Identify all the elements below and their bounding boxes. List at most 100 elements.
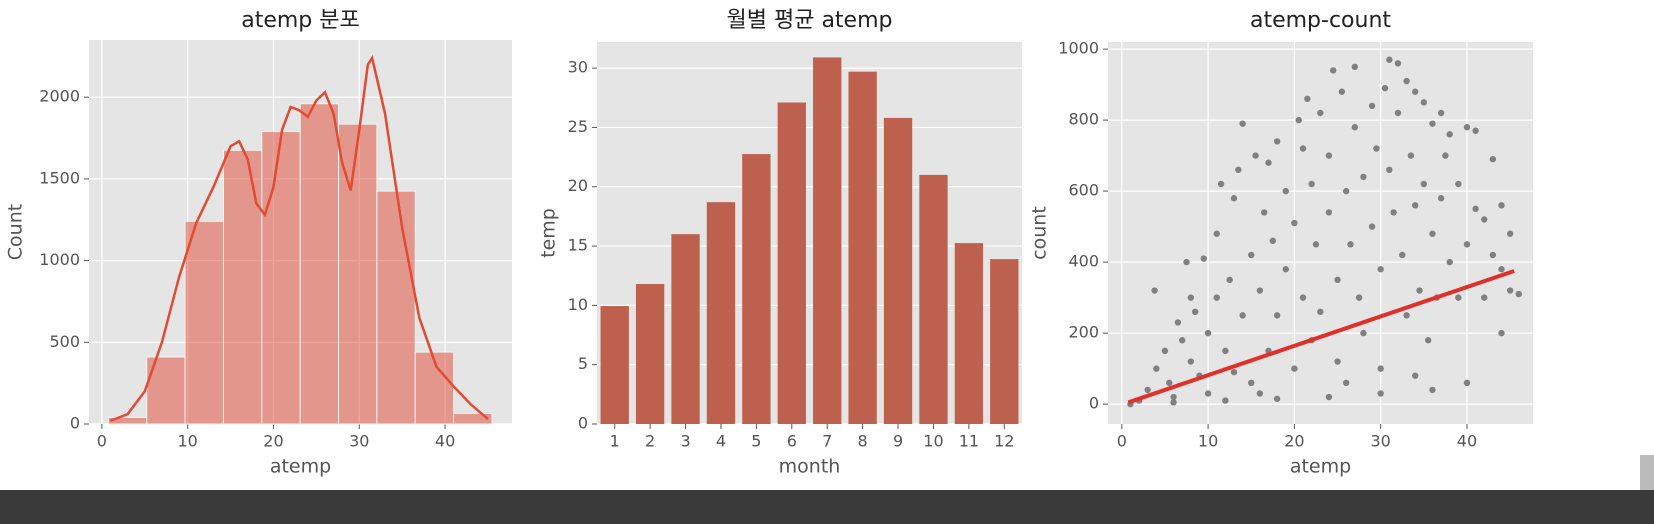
scatter-point [1248, 251, 1255, 259]
scatter-point [1412, 372, 1419, 379]
scatter-point [1166, 379, 1173, 387]
bar [990, 259, 1019, 424]
y-tick-label: 0 [70, 414, 80, 433]
scatter-point [1213, 294, 1220, 301]
plot-area [597, 42, 1022, 424]
histogram-bar [261, 131, 301, 425]
x-axis-label: month [779, 456, 841, 478]
scatter-point [1463, 241, 1471, 248]
scatter-point [1424, 337, 1432, 344]
x-axis-label: atemp [1290, 456, 1351, 478]
scatter-point [1325, 209, 1333, 216]
bar [600, 306, 629, 424]
x-tick-label: 8 [858, 432, 868, 451]
histogram-bar [453, 412, 493, 425]
y-tick-label: 600 [1068, 181, 1099, 200]
y-tick-label: 1500 [39, 168, 80, 187]
scatter-point [1260, 209, 1268, 216]
scatter-point [1377, 266, 1384, 273]
scatter-point [1191, 308, 1199, 316]
scatter-point [1498, 266, 1505, 273]
scatter-point [1334, 276, 1341, 284]
scatter-point [1187, 358, 1195, 365]
scatter-point [1472, 205, 1479, 213]
x-tick-label: 9 [893, 432, 903, 451]
chart-title: 월별 평균 atemp [727, 8, 893, 33]
scatter-point [1442, 152, 1449, 159]
scatter-point [1498, 202, 1505, 209]
scatter-point [1403, 77, 1410, 85]
scatter-point [1153, 365, 1160, 372]
x-tick-label: 0 [97, 432, 107, 451]
scatter-point [1299, 294, 1307, 301]
regression-line [1127, 269, 1515, 405]
scatter-point [1412, 202, 1419, 209]
x-tick-label: 4 [716, 432, 726, 451]
x-tick-label: 1 [610, 432, 620, 451]
scatter-point [1472, 127, 1479, 134]
scatter-point [1463, 379, 1471, 387]
x-tick-label: 7 [822, 432, 832, 451]
scatter-point [1282, 266, 1289, 273]
scatter-point [1273, 395, 1281, 402]
scatter-point [1368, 223, 1376, 230]
scatter-point [1151, 287, 1158, 294]
scatter-point [1381, 84, 1389, 92]
scatter-point [1248, 379, 1255, 387]
bar [635, 284, 665, 424]
histogram-bar [222, 149, 263, 425]
scatter-point [1282, 187, 1289, 195]
scatter-point [1455, 180, 1462, 188]
scatter-point [1377, 365, 1384, 372]
y-axis-label: count [1029, 206, 1051, 260]
scatter-point [1455, 294, 1462, 301]
scatter-point [1170, 393, 1177, 401]
scatter-point [1252, 152, 1259, 159]
scatter-point [1291, 365, 1298, 372]
y-tick-label: 5 [578, 354, 588, 373]
bar [742, 154, 771, 424]
bar [706, 202, 736, 424]
scatter-point [1200, 255, 1207, 262]
scatter-point [1239, 120, 1246, 127]
y-tick-label: 15 [568, 236, 588, 255]
scatter-point [1429, 230, 1436, 237]
scatter-point [1256, 287, 1264, 294]
bar [883, 117, 913, 424]
bar [777, 102, 806, 424]
scatter-point [1187, 294, 1195, 301]
x-tick-label: 10 [1198, 432, 1218, 451]
scatter-point [1273, 138, 1281, 145]
x-axis-label: atemp [270, 456, 331, 478]
scatter-point [1342, 187, 1350, 195]
scatter-point [1420, 99, 1428, 106]
scatter-point [1170, 399, 1177, 406]
scatter-point [1399, 251, 1406, 259]
y-tick-label: 30 [568, 58, 588, 77]
x-tick-label: 30 [1371, 432, 1391, 451]
y-tick-label: 25 [568, 117, 588, 136]
scatter-point [1407, 152, 1415, 159]
scatter-point [1174, 319, 1182, 326]
scatter-point [1515, 290, 1522, 298]
bar [671, 234, 700, 424]
scatter-point [1308, 180, 1315, 188]
scatter-point [1338, 88, 1346, 95]
scatter-point [1222, 347, 1229, 355]
scatter-point [1230, 368, 1238, 376]
scatter-point [1437, 195, 1445, 202]
scatter-point [1217, 180, 1225, 188]
y-tick-label: 800 [1068, 110, 1099, 129]
histogram-bar [376, 190, 416, 425]
scatter-point [1304, 95, 1311, 103]
scatter-point [1299, 145, 1307, 152]
y-tick-label: 200 [1068, 323, 1099, 342]
scatter-point [1429, 386, 1436, 394]
kde-line [110, 54, 489, 422]
scatter-point [1355, 294, 1363, 301]
scatter-point [1463, 124, 1471, 131]
scatter-point [1256, 390, 1264, 397]
y-axis-label: temp [538, 208, 560, 258]
x-tick-label: 30 [349, 432, 369, 451]
scatter-point [1403, 312, 1410, 319]
